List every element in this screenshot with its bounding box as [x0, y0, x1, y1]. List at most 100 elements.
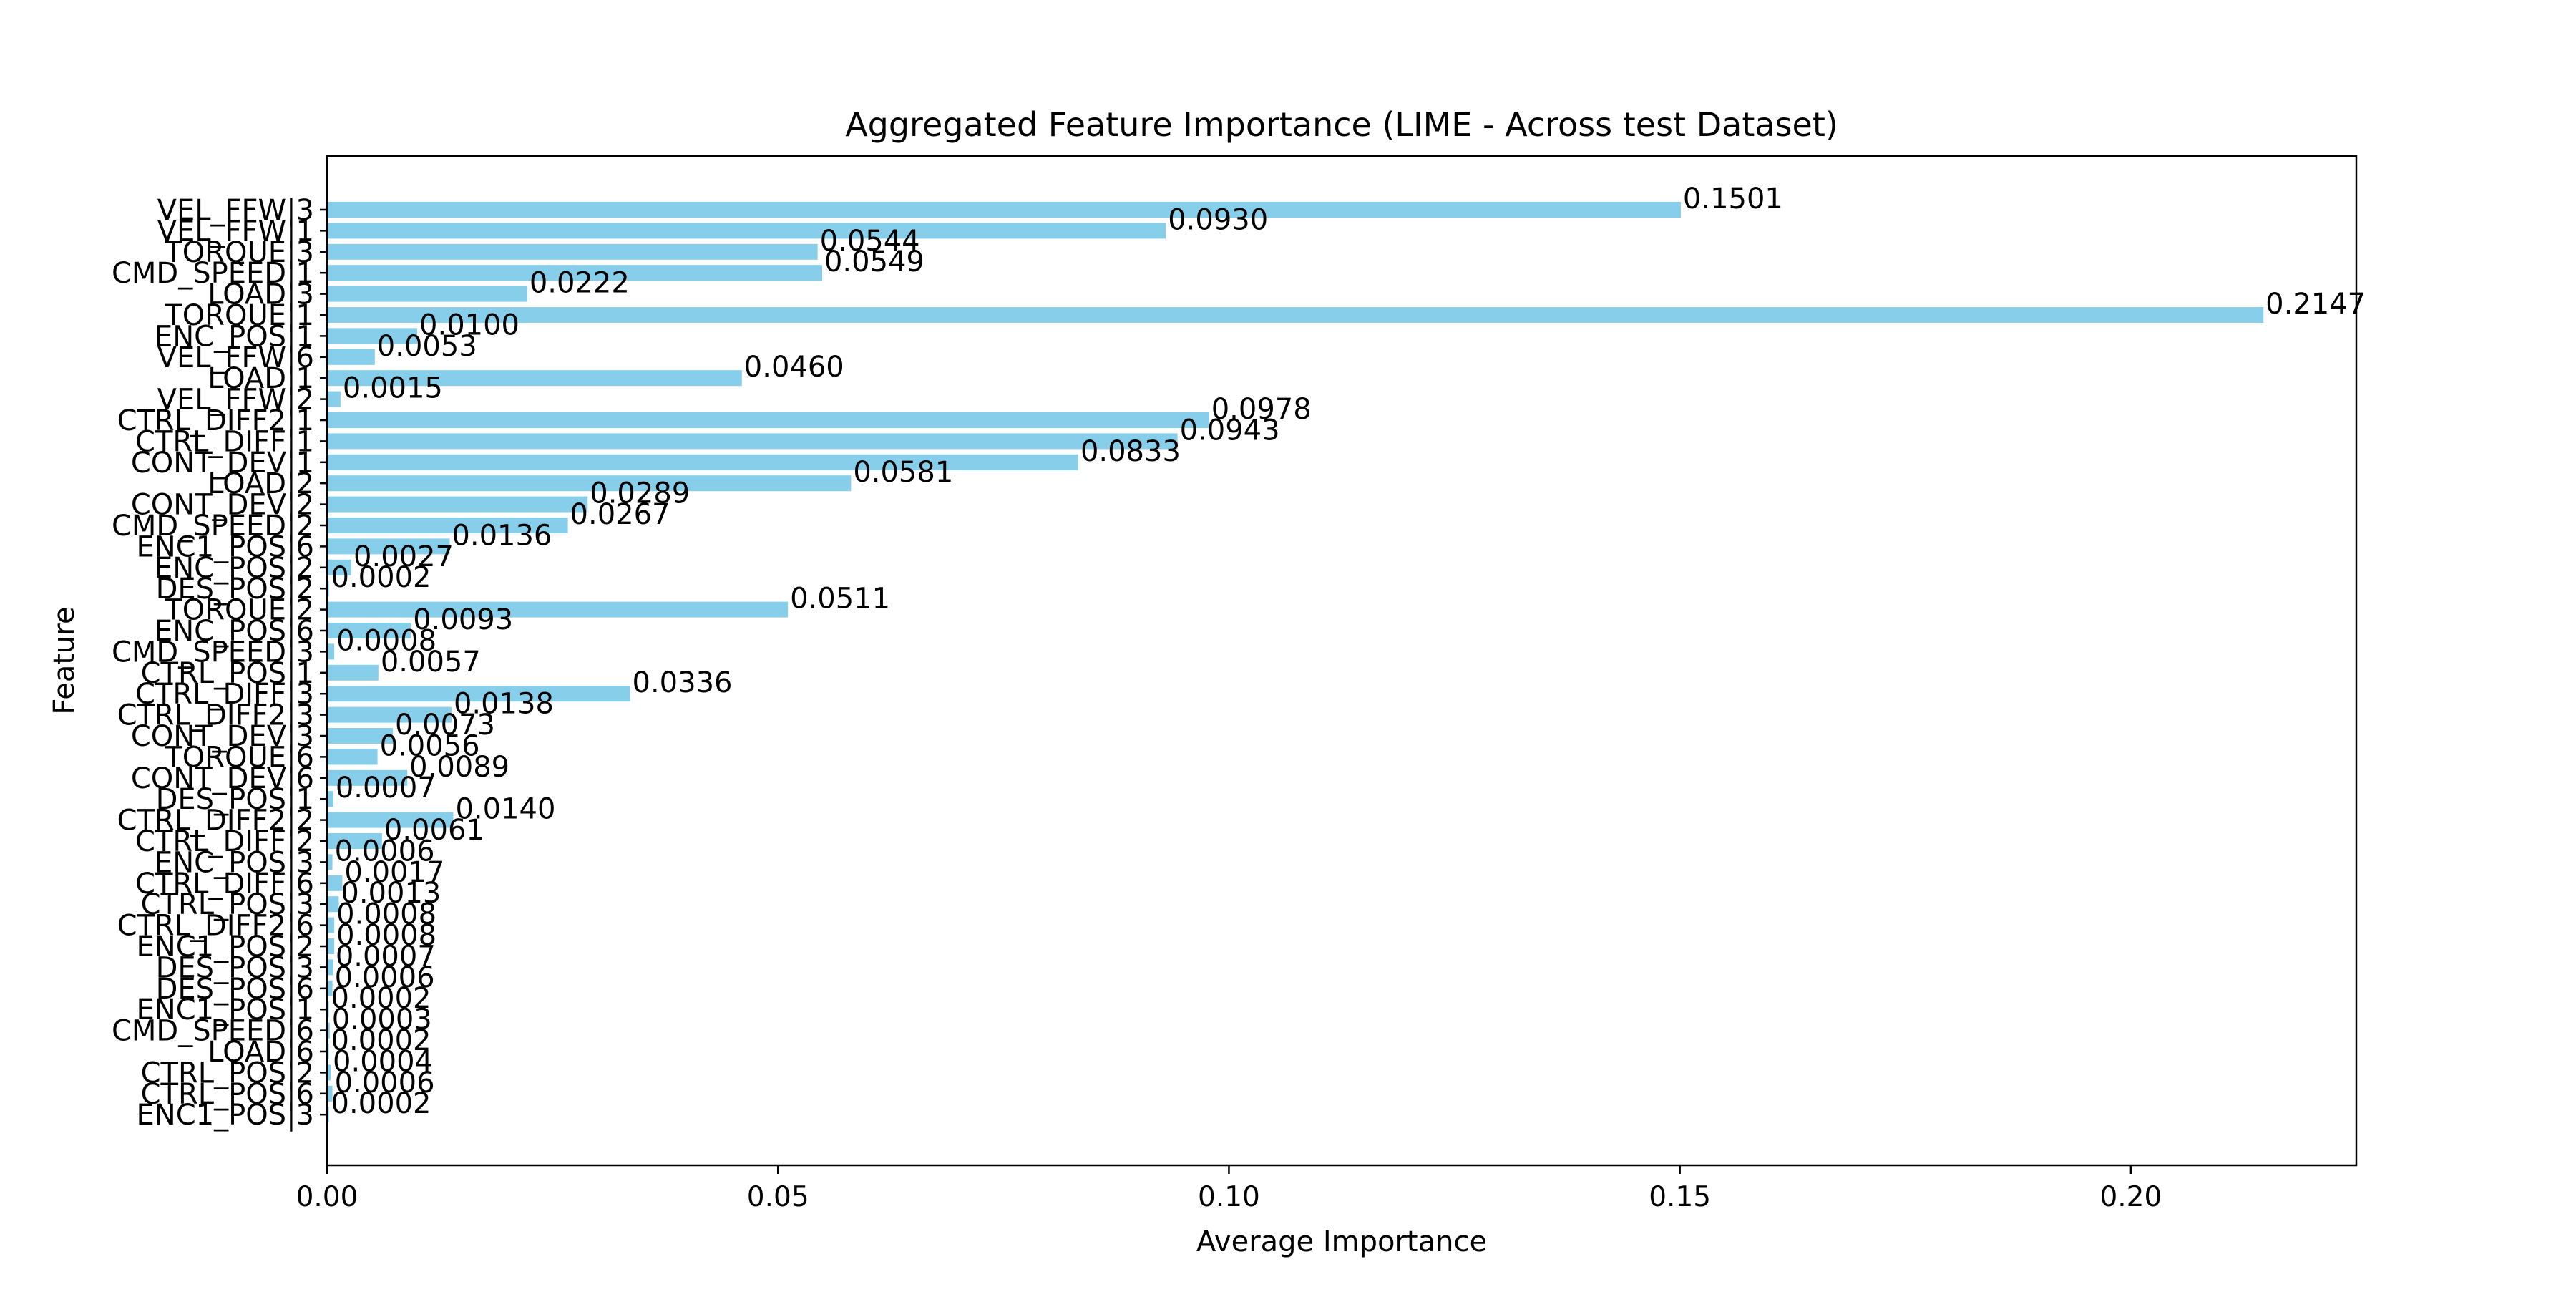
bar: [327, 1022, 330, 1039]
bar: [327, 664, 379, 681]
category-label: ENC1_POS|3: [137, 1099, 315, 1132]
data-label: 0.0138: [454, 688, 554, 721]
category-label: CTRL_POS|6: [141, 1078, 314, 1111]
category-label: CTRL_DIFF|2: [135, 825, 314, 858]
bar: [327, 1044, 329, 1059]
bar: [327, 875, 343, 891]
bar: [327, 243, 818, 260]
bar: [327, 307, 2264, 323]
data-label: 0.0004: [333, 1045, 433, 1078]
x-tick-label: 0.00: [296, 1181, 358, 1213]
category-label: CMD_SPEED|1: [112, 257, 314, 290]
data-label: 0.0027: [353, 540, 454, 573]
bar: [327, 1001, 329, 1018]
category-label: CTRL_DIFF|6: [135, 868, 314, 900]
category-label: VEL_FFW|3: [157, 194, 314, 227]
bar: [327, 896, 339, 913]
bar: [327, 559, 352, 575]
x-tick-label: 0.20: [2099, 1181, 2162, 1213]
data-label: 0.0581: [853, 456, 953, 489]
bar: [327, 917, 335, 933]
bar: [327, 749, 378, 765]
data-label: 0.0006: [335, 961, 435, 994]
data-label: 0.0007: [336, 772, 436, 805]
category-label: CTRL_DIFF|1: [135, 425, 314, 458]
bar: [327, 265, 822, 281]
category-label: CTRL_DIFF2|3: [117, 699, 314, 732]
bar: [327, 223, 1166, 239]
y-axis-label: Feature: [48, 606, 81, 714]
category-label: ENC_POS|3: [155, 846, 314, 879]
category-label: DES_POS|3: [156, 951, 314, 984]
category-label: CONT_DEV|6: [131, 762, 314, 795]
bar: [327, 433, 1178, 450]
data-label: 0.0100: [419, 309, 519, 341]
x-tick-label: 0.10: [1198, 1181, 1260, 1213]
category-label: LOAD|6: [208, 1036, 314, 1069]
data-label: 0.0136: [452, 519, 552, 552]
bar: [327, 538, 450, 555]
data-label: 0.0061: [384, 814, 484, 847]
data-label: 0.0008: [336, 624, 436, 657]
category-label: LOAD|2: [208, 467, 314, 500]
category-label: VEL_FFW|2: [157, 384, 314, 417]
bar: [327, 349, 375, 365]
category-label: CMD_SPEED|6: [112, 1015, 314, 1048]
data-label: 0.0056: [380, 729, 480, 762]
data-label: 0.0549: [824, 246, 924, 278]
bar: [327, 643, 335, 660]
bars-layer: [327, 202, 2264, 1123]
bar: [327, 601, 789, 618]
category-label: VEL_FFW|1: [157, 215, 314, 248]
data-label: 0.1501: [1683, 183, 1783, 215]
data-label: 0.0017: [344, 856, 444, 889]
category-label: ENC_POS|1: [155, 320, 314, 353]
category-label: CONT_DEV|3: [131, 720, 314, 753]
data-label: 0.0289: [590, 477, 690, 510]
data-label: 0.0544: [820, 225, 920, 258]
bar: [327, 1085, 333, 1102]
chart-title: Aggregated Feature Importance (LIME - Ac…: [845, 105, 1838, 144]
data-label: 0.0222: [530, 267, 630, 300]
category-label: DES_POS|2: [156, 573, 314, 606]
x-tick-label: 0.05: [747, 1181, 809, 1213]
bar: [327, 518, 568, 533]
category-label: ENC1_POS|1: [137, 994, 315, 1026]
category-label: CONT_DEV|1: [131, 447, 314, 480]
bar: [327, 370, 742, 387]
category-label: CTRL_POS|2: [141, 1057, 314, 1089]
category-label: CONT_DEV|2: [131, 489, 314, 522]
bar: [327, 328, 418, 344]
category-label: LOAD|3: [208, 278, 314, 311]
category-label: CTRL_DIFF2|2: [117, 805, 314, 837]
category-label: VEL_FFW|6: [157, 341, 314, 374]
bar: [327, 706, 452, 723]
data-label: 0.0053: [377, 330, 477, 363]
bar: [327, 1107, 329, 1123]
data-label: 0.0336: [633, 666, 733, 699]
bar: [327, 769, 408, 786]
bar: [327, 791, 333, 807]
category-label: CMD_SPEED|3: [112, 636, 314, 669]
bar: [327, 475, 852, 492]
category-label: CTRL_POS|3: [141, 888, 314, 921]
data-label: 0.0511: [790, 583, 890, 616]
category-label: ENC1_POS|6: [137, 530, 315, 563]
data-label: 0.0002: [331, 1024, 431, 1057]
category-label: ENC_POS|6: [155, 615, 314, 648]
plot-frame: [326, 155, 2358, 1167]
bar: [327, 391, 341, 407]
category-label: TORQUE|2: [164, 594, 314, 627]
data-label: 0.0003: [332, 1004, 432, 1036]
data-label: 0.0943: [1180, 414, 1280, 447]
data-label: 0.0140: [455, 793, 555, 826]
category-label: CTRL_DIFF|3: [135, 678, 314, 711]
category-label: CTRL_POS|1: [141, 657, 314, 690]
category-label: TORQUE|6: [164, 741, 314, 774]
data-label: 0.0093: [413, 603, 513, 636]
data-label: 0.0013: [341, 877, 441, 910]
bar: [327, 833, 382, 849]
data-label: 0.0089: [409, 751, 509, 784]
